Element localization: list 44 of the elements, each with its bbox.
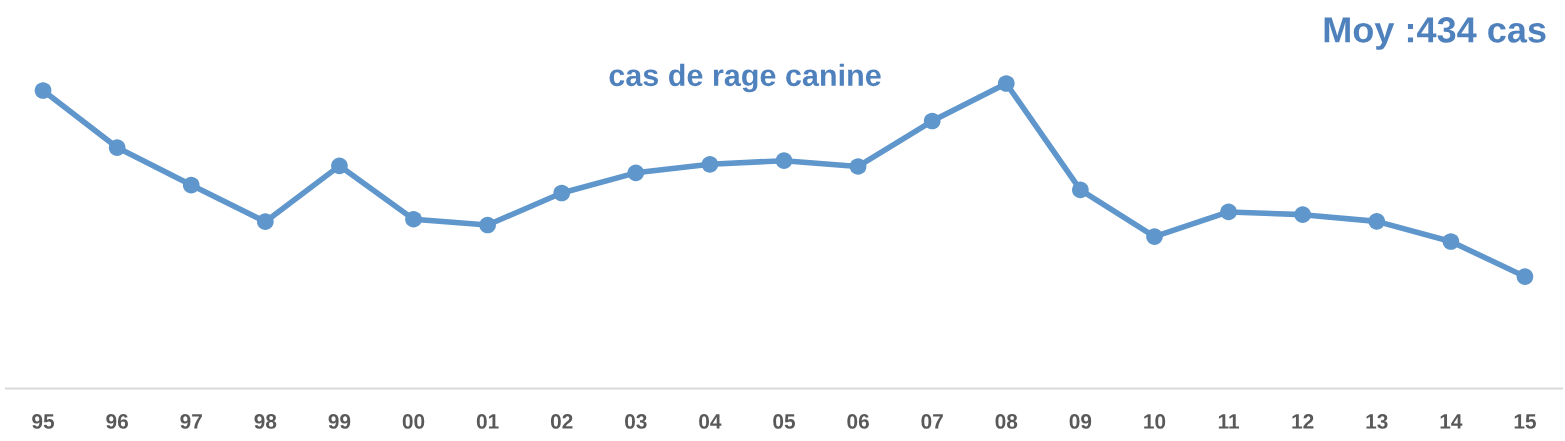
point — [627, 164, 645, 182]
point — [1294, 206, 1311, 223]
point — [479, 216, 496, 234]
point — [553, 184, 571, 202]
point — [701, 155, 719, 173]
x-tick-label: 01 — [476, 414, 499, 429]
x-tick-label: 11 — [1218, 414, 1240, 429]
x-tick-label: 12 — [1292, 414, 1314, 429]
x-tick-label: 04 — [699, 414, 722, 429]
point — [997, 75, 1015, 92]
point — [923, 112, 941, 130]
point — [1146, 228, 1163, 245]
x-tick-label: 06 — [847, 414, 869, 429]
point — [331, 157, 348, 175]
x-tick-label: 07 — [921, 414, 943, 429]
x-tick-label: 15 — [1514, 414, 1536, 429]
point — [405, 210, 422, 228]
point — [34, 82, 52, 99]
x-tick-label: 05 — [773, 414, 796, 429]
point — [775, 152, 793, 169]
point — [1516, 268, 1534, 285]
x-tick-label: 97 — [180, 414, 202, 429]
x-tick-label: 03 — [625, 414, 647, 429]
x-tick-label: 98 — [254, 414, 277, 429]
chart-title: cas de rage canine — [609, 63, 881, 93]
x-tick-label: 10 — [1144, 414, 1166, 429]
point — [108, 139, 126, 156]
point — [1220, 203, 1237, 221]
point — [1368, 213, 1386, 230]
point — [849, 158, 867, 175]
text: Moy :434 cas — [1324, 17, 1546, 50]
x-tick-label: 96 — [106, 414, 128, 429]
x-tick-label: 99 — [328, 414, 351, 429]
point — [1072, 181, 1089, 199]
x-tick-label: 13 — [1366, 414, 1388, 429]
point — [257, 213, 274, 230]
x-tick-label: 00 — [402, 414, 425, 429]
x-tick-label: 14 — [1440, 414, 1463, 429]
point — [1442, 233, 1460, 250]
x-tick-label: 08 — [995, 414, 1018, 429]
x-tick-label: 09 — [1069, 414, 1092, 429]
point — [182, 176, 200, 194]
x-tick-label: 02 — [550, 414, 573, 429]
x-tick-label: 95 — [32, 414, 55, 429]
